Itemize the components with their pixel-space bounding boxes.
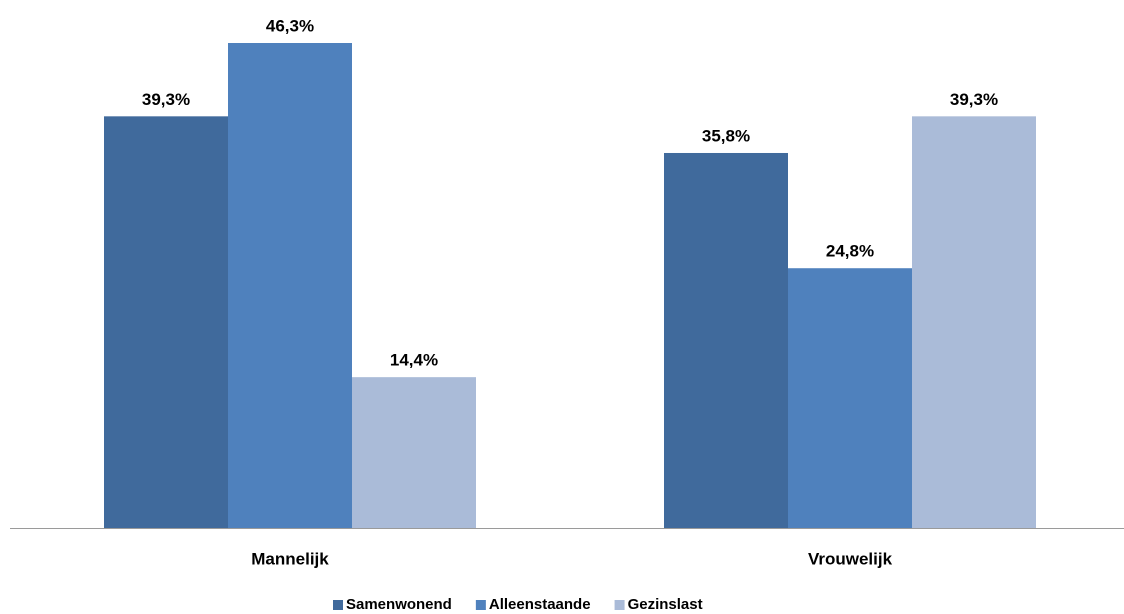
data-label: 14,4% xyxy=(390,351,438,370)
data-label: 35,8% xyxy=(702,126,750,145)
data-label: 39,3% xyxy=(142,90,190,109)
legend-label: Alleenstaande xyxy=(489,596,591,613)
x-tick-label: Vrouwelijk xyxy=(808,549,893,568)
data-label: 24,8% xyxy=(826,242,874,261)
bar xyxy=(912,116,1036,528)
x-tick-label: Mannelijk xyxy=(251,549,329,568)
bar xyxy=(664,152,788,528)
data-label: 39,3% xyxy=(950,90,998,109)
legend-swatch xyxy=(333,600,343,610)
legend-swatch xyxy=(475,600,486,610)
bar xyxy=(788,268,912,528)
bar xyxy=(228,43,352,528)
bar xyxy=(352,377,476,528)
legend-label: Gezinslast xyxy=(628,596,703,613)
bar xyxy=(104,116,228,528)
legend-swatch xyxy=(614,600,625,610)
legend-label: Samenwonend xyxy=(346,596,452,613)
data-label: 46,3% xyxy=(266,16,314,35)
